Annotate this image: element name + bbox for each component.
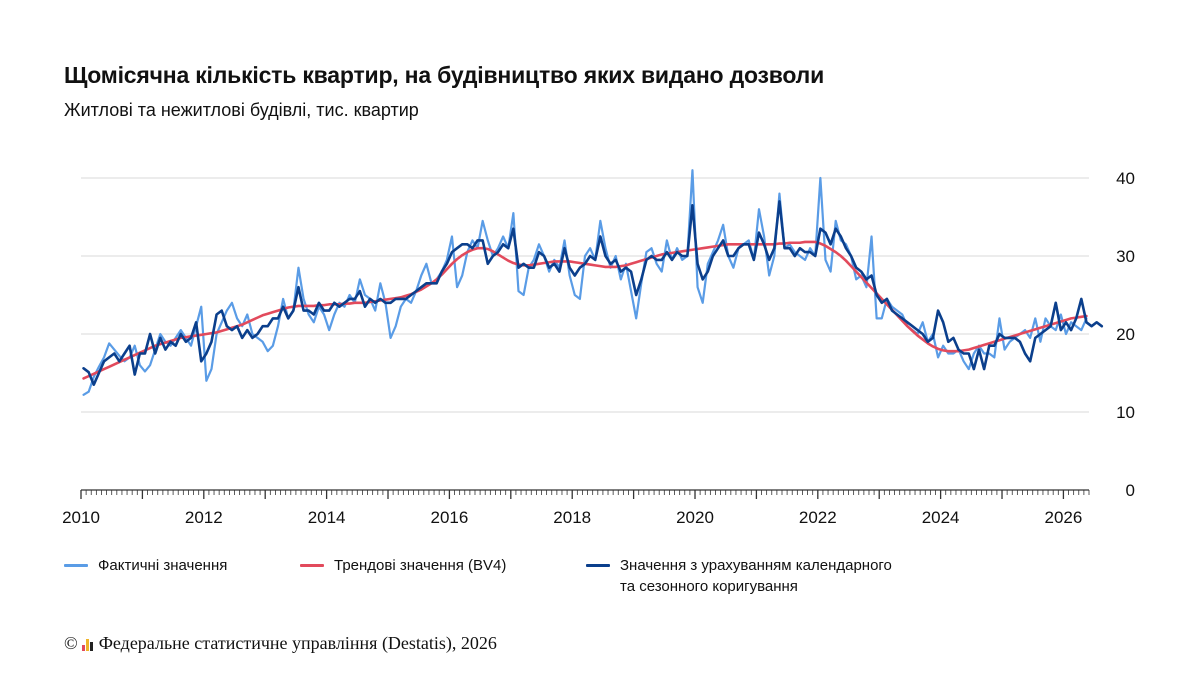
legend-swatch-adjusted bbox=[586, 564, 610, 567]
y-tick-label: 10 bbox=[1116, 403, 1135, 422]
x-tick-label: 2022 bbox=[799, 508, 837, 527]
legend-item-trend: Трендові значення (BV4) bbox=[300, 555, 506, 576]
y-tick-label: 30 bbox=[1116, 247, 1135, 266]
legend-item-actual: Фактичні значення bbox=[64, 555, 227, 576]
chart-legend: Фактичні значення Трендові значення (BV4… bbox=[0, 555, 1200, 605]
y-tick-label: 0 bbox=[1126, 481, 1135, 500]
x-tick-label: 2016 bbox=[430, 508, 468, 527]
x-tick-label: 2012 bbox=[185, 508, 223, 527]
chart-subtitle: Житлові та нежитлові будівлі, тис. кварт… bbox=[64, 100, 419, 120]
source-text: Федеральне статистичне управління (Desta… bbox=[98, 633, 497, 653]
copyright-icon: © bbox=[64, 633, 78, 653]
legend-label-trend: Трендові значення (BV4) bbox=[334, 557, 507, 574]
x-tick-label: 2024 bbox=[922, 508, 960, 527]
destatis-logo-icon bbox=[81, 637, 93, 651]
series-actual-line bbox=[82, 169, 1088, 396]
x-tick-label: 2020 bbox=[676, 508, 714, 527]
series-lines bbox=[82, 169, 1104, 396]
legend-item-adjusted: Значення з урахуванням календарного та с… bbox=[586, 555, 892, 597]
y-axis-labels: 0 10 20 30 40 bbox=[1116, 169, 1135, 500]
y-tick-label: 20 bbox=[1116, 325, 1135, 344]
series-adjusted-line bbox=[82, 200, 1104, 387]
grid-lines bbox=[81, 177, 1089, 413]
x-tick-label: 2010 bbox=[62, 508, 100, 527]
chart-title: Щомісячна кількість квартир, на будівниц… bbox=[64, 62, 825, 88]
x-tick-label: 2014 bbox=[308, 508, 346, 527]
legend-label-actual: Фактичні значення bbox=[98, 557, 228, 574]
source-footer: © Федеральне статистичне управління (Des… bbox=[64, 633, 497, 654]
y-tick-label: 40 bbox=[1116, 169, 1135, 188]
legend-label-adjusted: Значення з урахуванням календарного та с… bbox=[620, 557, 892, 595]
legend-swatch-trend bbox=[300, 564, 324, 567]
legend-swatch-actual bbox=[64, 564, 88, 567]
x-axis: 2010 2012 2014 2016 2018 2020 2022 2024 2026 bbox=[62, 489, 1090, 527]
x-tick-label: 2018 bbox=[553, 508, 591, 527]
x-tick-label: 2026 bbox=[1045, 508, 1083, 527]
